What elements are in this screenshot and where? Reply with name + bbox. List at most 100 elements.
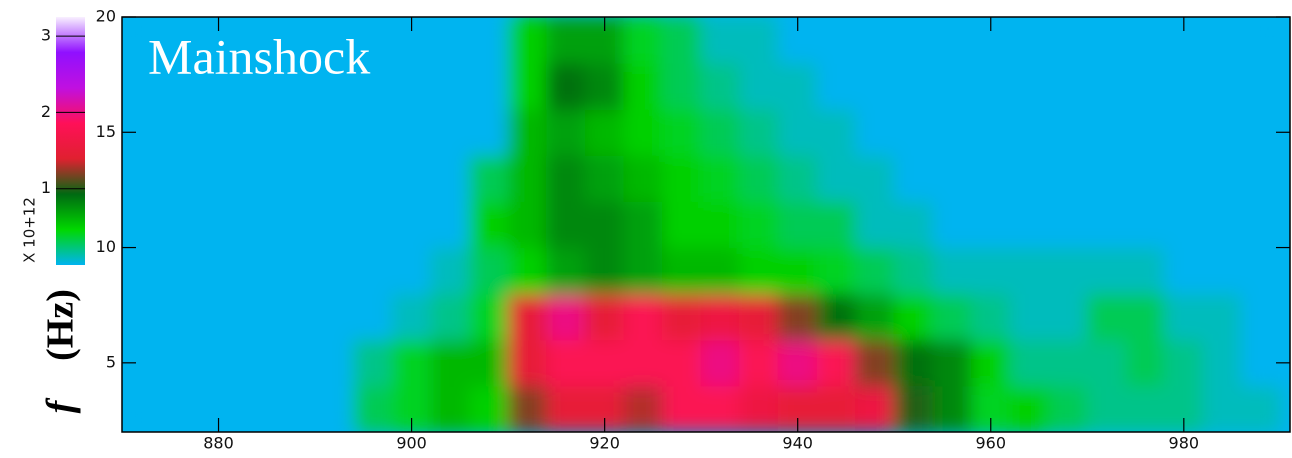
y-tick-label: 20	[96, 7, 116, 26]
chart-title: Mainshock	[148, 28, 370, 84]
heat-cell	[122, 62, 162, 110]
heat-cell	[662, 339, 702, 387]
heat-cell	[160, 200, 200, 249]
heat-cell	[662, 293, 702, 341]
heat-cell	[198, 154, 239, 202]
heat-cell	[893, 200, 934, 249]
heat-cell	[237, 339, 277, 387]
heat-cell	[1202, 339, 1243, 387]
heat-cell	[970, 293, 1011, 341]
heat-cell	[237, 62, 277, 110]
y-label-unit: (Hz)	[40, 289, 82, 361]
heat-cell	[546, 247, 586, 295]
heat-cell	[893, 108, 934, 156]
heat-cell	[1048, 62, 1088, 110]
heat-cell	[507, 200, 548, 249]
heat-cell	[739, 293, 779, 341]
heat-cell	[1009, 62, 1050, 110]
heat-cell	[970, 154, 1011, 202]
heat-cell	[1164, 62, 1204, 110]
heat-cell	[1202, 385, 1243, 432]
heat-cell	[314, 247, 355, 295]
heat-cell	[932, 339, 972, 387]
heat-cell	[623, 339, 664, 387]
heat-cell	[623, 385, 664, 432]
heat-cell	[353, 17, 393, 64]
heat-cell	[932, 154, 972, 202]
heat-cell	[1125, 62, 1166, 110]
heat-cell	[1009, 247, 1050, 295]
heat-cell	[700, 247, 741, 295]
heat-cell	[777, 108, 818, 156]
heat-cell	[816, 247, 857, 295]
heat-cell	[430, 247, 471, 295]
heat-cell	[584, 154, 625, 202]
heat-cell	[1202, 200, 1243, 249]
heat-cell	[546, 154, 586, 202]
heat-cell	[1164, 200, 1204, 249]
heat-cell	[855, 108, 895, 156]
heat-cell	[160, 293, 200, 341]
y-tick-label: 5	[106, 352, 116, 371]
heat-cell	[739, 17, 779, 64]
heat-cell	[623, 62, 664, 110]
heat-cell	[739, 200, 779, 249]
heat-cell	[1086, 17, 1127, 64]
heat-cell	[1125, 108, 1166, 156]
heat-cell	[855, 17, 895, 64]
colorbar	[56, 17, 85, 265]
heat-cell	[662, 154, 702, 202]
heat-cell	[353, 293, 393, 341]
y-axis-label: f (Hz)	[40, 289, 82, 413]
heat-cell	[623, 154, 664, 202]
heat-cell	[970, 200, 1011, 249]
heat-cell	[700, 339, 741, 387]
heat-cell	[1125, 339, 1166, 387]
heat-cell	[353, 62, 393, 110]
colorbar-tick-label: 1	[41, 178, 51, 197]
heat-cell	[122, 247, 162, 295]
heat-cell	[237, 293, 277, 341]
heat-cell	[1241, 108, 1281, 156]
heat-cell	[391, 154, 432, 202]
heat-cell	[623, 200, 664, 249]
heat-cell	[353, 339, 393, 387]
heat-cell	[700, 62, 741, 110]
x-tick-label: 980	[1169, 434, 1200, 453]
heat-cell	[739, 247, 779, 295]
heat-cell	[275, 385, 316, 432]
heat-cell	[469, 200, 509, 249]
heat-cell	[700, 200, 741, 249]
heat-cell	[160, 108, 200, 156]
heat-cell	[662, 247, 702, 295]
heat-cell	[275, 247, 316, 295]
heat-cell	[275, 200, 316, 249]
heat-cell	[700, 154, 741, 202]
heat-cell	[662, 108, 702, 156]
heat-cell	[1125, 17, 1166, 64]
heat-cell	[816, 154, 857, 202]
heat-cell	[160, 154, 200, 202]
heat-cell	[546, 385, 586, 432]
heat-cell	[314, 154, 355, 202]
heat-cell	[739, 108, 779, 156]
heat-cell	[275, 339, 316, 387]
heat-cell	[391, 200, 432, 249]
heat-cell	[160, 17, 200, 64]
heat-cell	[1202, 247, 1243, 295]
heat-cell	[353, 200, 393, 249]
heat-cell	[237, 385, 277, 432]
heat-cell	[314, 293, 355, 341]
heat-cell	[1048, 17, 1088, 64]
heat-cell	[777, 200, 818, 249]
heat-cell	[237, 108, 277, 156]
heat-cell	[1048, 247, 1088, 295]
heat-cell	[932, 247, 972, 295]
heat-cell	[893, 385, 934, 432]
heat-cell	[275, 154, 316, 202]
heat-cell	[816, 339, 857, 387]
heat-cell	[855, 62, 895, 110]
colorbar-tick-label: 3	[41, 26, 51, 45]
heat-cell	[198, 108, 239, 156]
heat-cell	[739, 385, 779, 432]
